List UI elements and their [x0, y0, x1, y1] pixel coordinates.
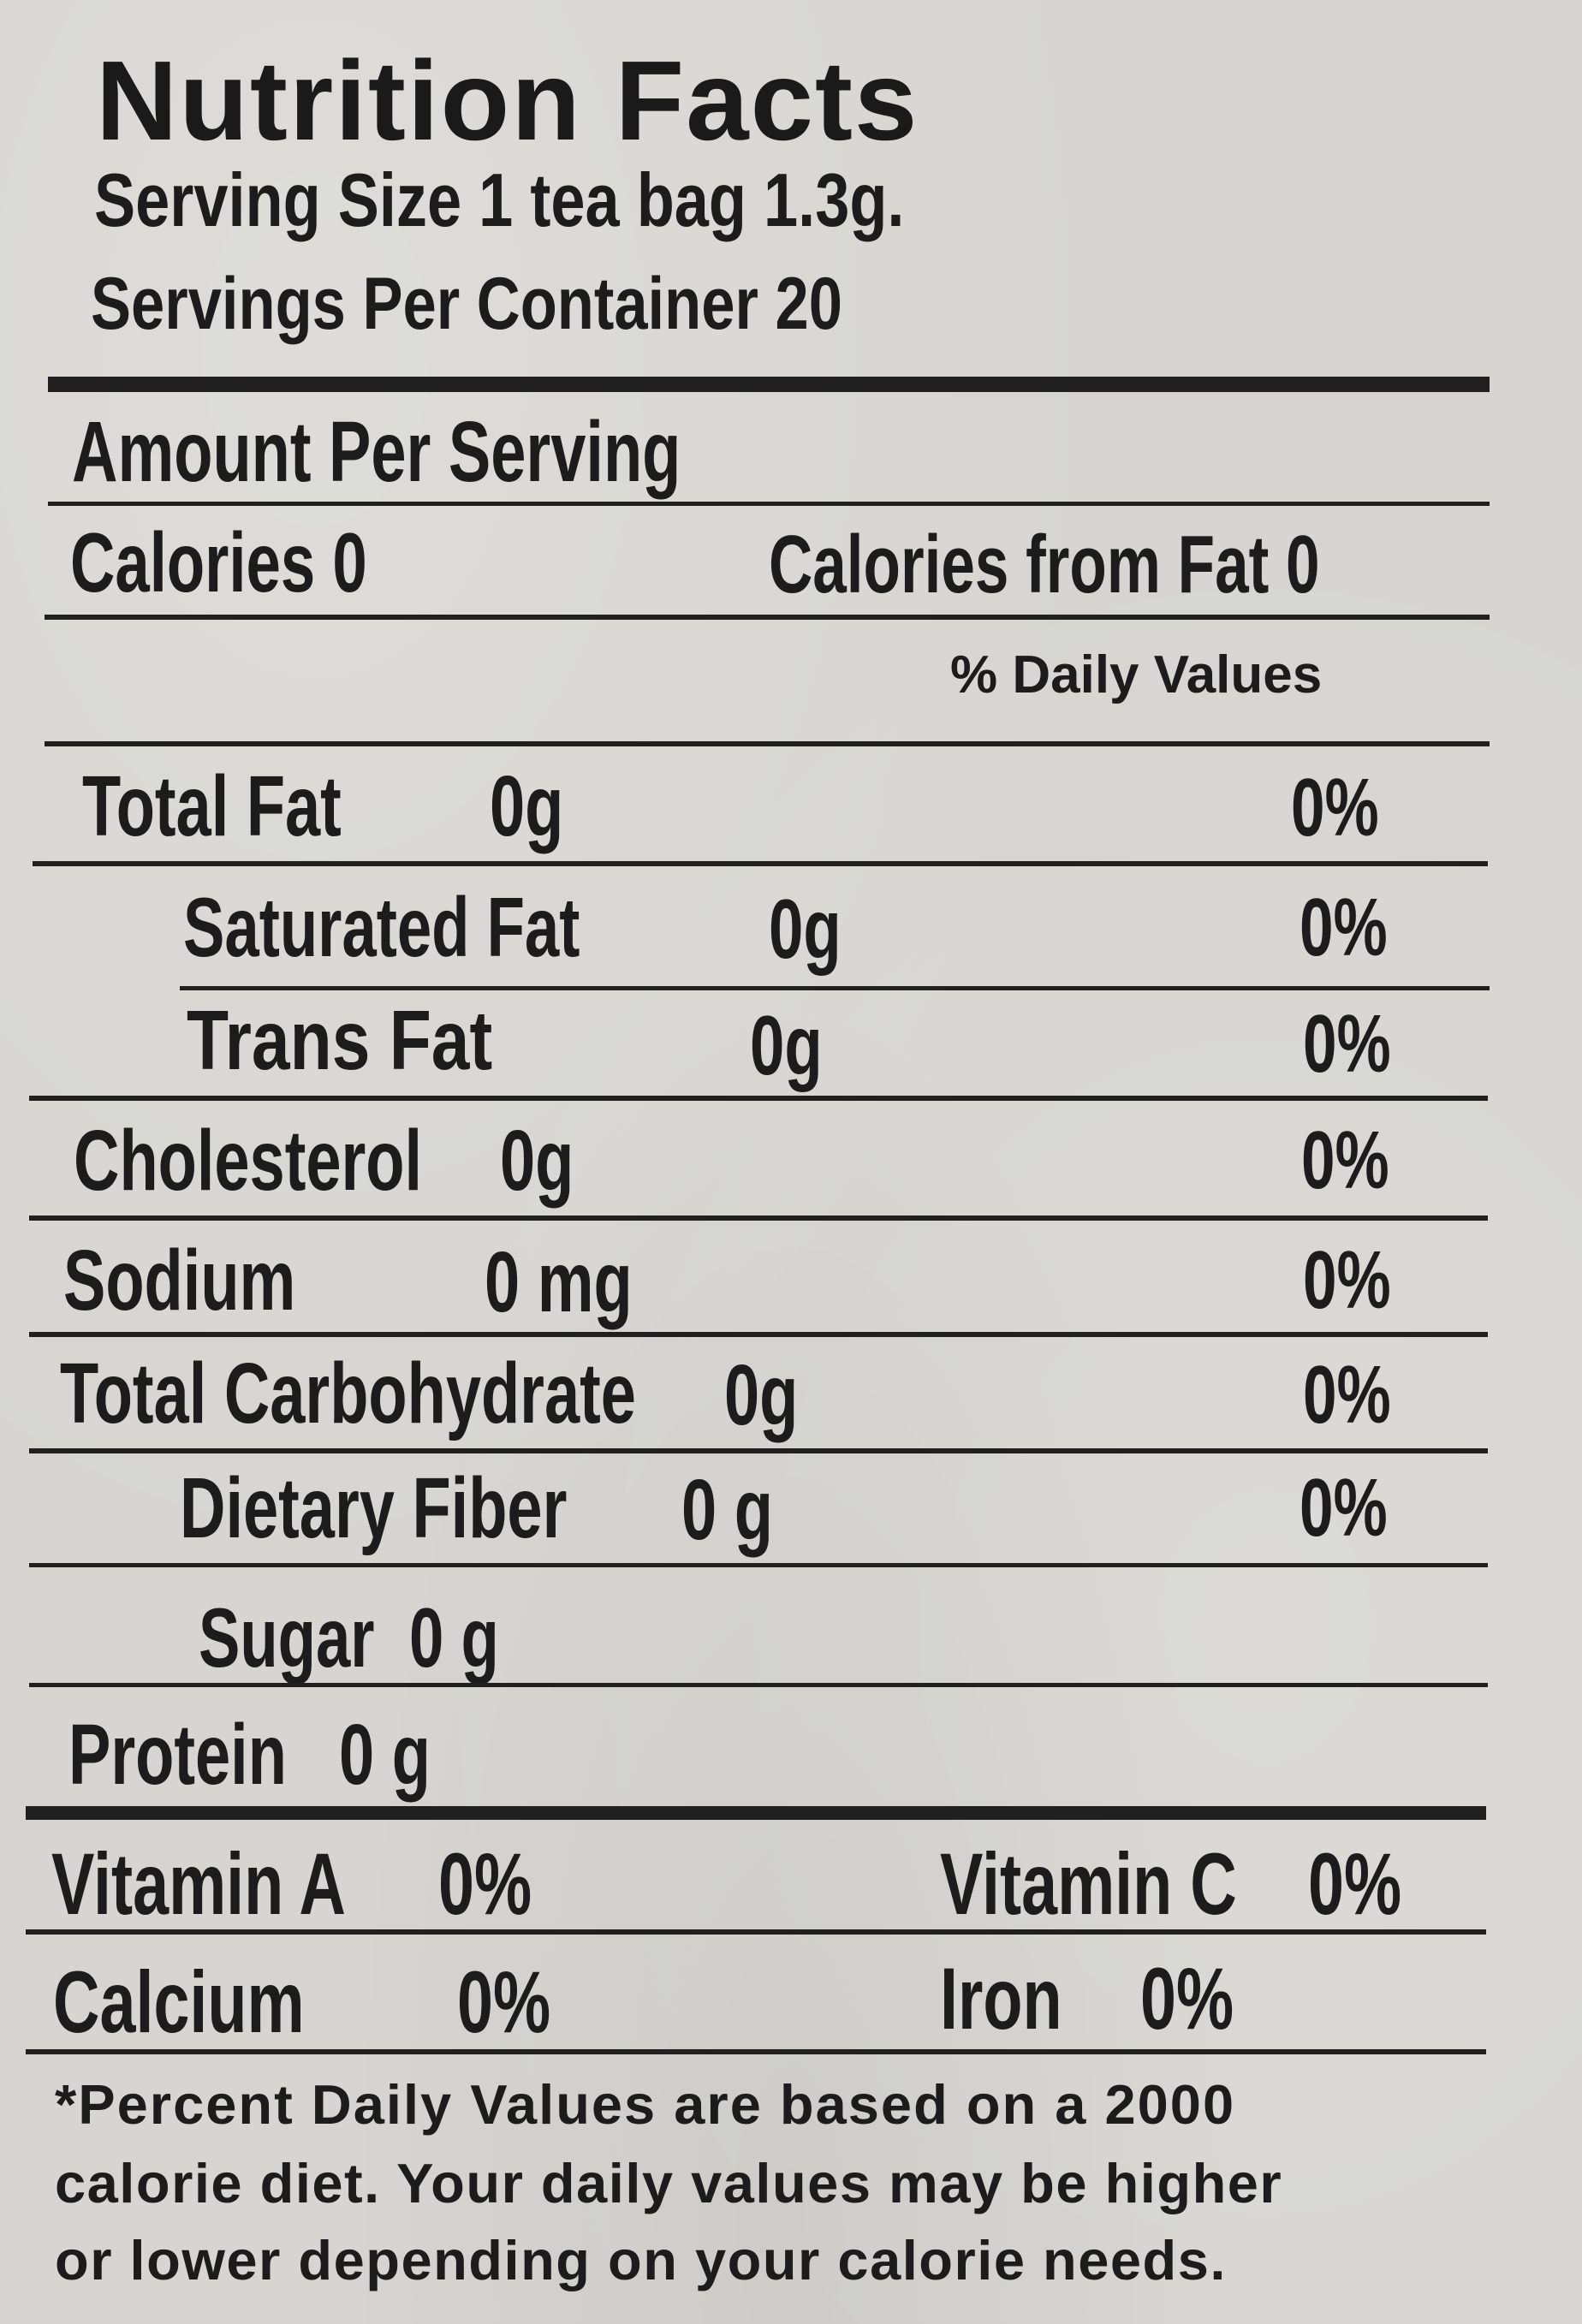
nutrient-amount: 0g	[750, 998, 823, 1092]
nutrient-amount: 0 g	[409, 1590, 499, 1685]
rule-dv-header	[45, 741, 1490, 746]
iron-dv: 0%	[1140, 1950, 1234, 2048]
rule-vitamins-1	[26, 1929, 1486, 1935]
rule-sugar	[29, 1683, 1488, 1687]
nutrient-dv: 0%	[1291, 762, 1379, 853]
thick-rule-vitamins	[26, 1806, 1486, 1820]
nutrient-name: Trans Fat	[187, 993, 493, 1087]
footnote-line-2: calorie diet. Your daily values may be h…	[55, 2152, 1283, 2214]
rule-dietary-fiber	[29, 1563, 1488, 1567]
calories: Calories 0	[70, 515, 367, 609]
nutrient-dv: 0%	[1301, 1114, 1389, 1206]
nutrient-dv: 0%	[1300, 882, 1388, 973]
nutrient-amount: 0 g	[681, 1462, 773, 1558]
vitamin-c-label: Vitamin C	[940, 1835, 1237, 1933]
rule-vitamins-2	[26, 2049, 1486, 2054]
rule-total-carbohydrate	[29, 1448, 1488, 1453]
rule-calories	[45, 615, 1490, 620]
daily-values-header: % Daily Values	[950, 645, 1323, 704]
nutrient-dv: 0%	[1303, 998, 1391, 1090]
footnote-line-3: or lower depending on your calorie needs…	[55, 2229, 1227, 2291]
vitamin-a-label: Vitamin A	[51, 1835, 346, 1933]
label-title: Nutrition Facts	[96, 38, 919, 163]
serving-size: Serving Size 1 tea bag 1.3g.	[94, 158, 905, 242]
calcium-label: Calcium	[53, 1953, 305, 2051]
iron-label: Iron	[940, 1950, 1062, 2048]
nutrient-name: Dietary Fiber	[180, 1460, 568, 1556]
rule-cholesterol	[29, 1215, 1488, 1221]
vitamin-a-dv: 0%	[438, 1835, 532, 1933]
nutrient-name: Total Fat	[82, 758, 342, 854]
amount-per-serving: Amount Per Serving	[72, 404, 681, 500]
nutrient-amount: 0 mg	[485, 1234, 633, 1330]
nutrient-amount: 0 g	[339, 1707, 431, 1803]
servings-per-container: Servings Per Container 20	[91, 263, 842, 345]
nutrient-name: Protein	[68, 1707, 287, 1803]
rule-sodium	[29, 1332, 1488, 1337]
nutrient-amount: 0g	[500, 1113, 574, 1209]
nutrient-name: Cholesterol	[74, 1113, 423, 1209]
nutrient-name: Total Carbohydrate	[60, 1346, 636, 1441]
nutrient-dv: 0%	[1300, 1462, 1388, 1554]
nutrient-name: Sugar	[199, 1590, 375, 1685]
calories-from-fat: Calories from Fat 0	[769, 519, 1320, 610]
rule-trans-fat	[29, 1096, 1488, 1101]
rule-total-fat	[33, 861, 1488, 866]
calcium-dv: 0%	[457, 1953, 551, 2051]
nutrient-name: Sodium	[63, 1233, 296, 1328]
nutrient-amount: 0g	[769, 882, 842, 976]
nutrient-amount: 0g	[724, 1347, 799, 1443]
nutrient-name: Saturated Fat	[183, 880, 580, 974]
rule-amount	[48, 502, 1490, 506]
footnote-line-1: *Percent Daily Values are based on a 200…	[55, 2073, 1236, 2136]
vitamin-c-dv: 0%	[1308, 1835, 1402, 1933]
rule-saturated-fat	[180, 986, 1490, 990]
nutrient-dv: 0%	[1303, 1349, 1391, 1441]
nutrient-dv: 0%	[1303, 1234, 1391, 1326]
thick-rule-top	[48, 377, 1490, 392]
nutrient-amount: 0g	[490, 758, 564, 854]
